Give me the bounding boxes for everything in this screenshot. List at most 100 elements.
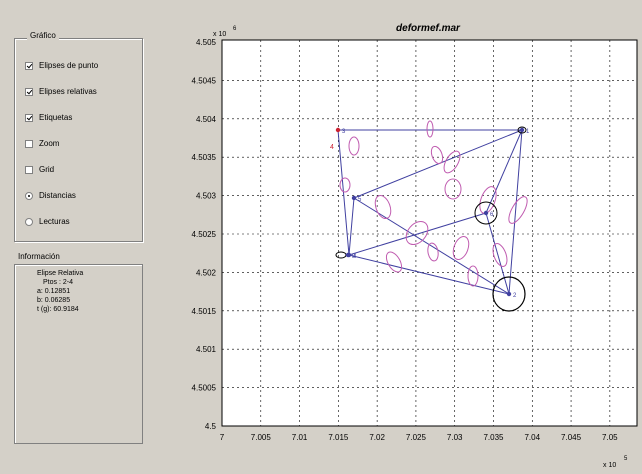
point-label: 1 — [526, 129, 530, 135]
point-label: 4 — [353, 254, 357, 260]
relative-ellipse — [492, 243, 508, 267]
plot-area[interactable] — [221, 39, 638, 427]
relative-ellipse — [348, 136, 360, 156]
point-label: 2 — [513, 293, 517, 299]
option-label: Lecturas — [39, 217, 70, 226]
network-point — [506, 291, 512, 297]
x-exponent-power: 5 — [624, 456, 628, 462]
option-zoom[interactable]: Zoom — [25, 139, 59, 148]
checkbox[interactable] — [25, 165, 33, 174]
network-point — [483, 210, 489, 216]
informacion-panel: Elipse Relativa Ptos : 2-4 a: 0.12851 b: 0.… — [14, 264, 143, 444]
graficos-groupbox: Gráfico Elipses de punto Elipses relativa… — [14, 31, 143, 242]
x-tick-label: 7.005 — [251, 433, 272, 442]
option-label: Elipses relativas — [39, 87, 97, 96]
option-label: Distancias — [39, 191, 76, 200]
option-lecturas[interactable]: Lecturas — [25, 217, 70, 226]
radio-button[interactable] — [25, 191, 33, 200]
x-exponent-label: x 10 — [603, 462, 616, 469]
checkbox[interactable] — [25, 113, 33, 122]
y-tick-label: 4.505 — [196, 38, 217, 47]
option-grid[interactable]: Grid — [25, 165, 54, 174]
info-line: a: 0.12851 — [37, 288, 71, 295]
relative-ellipse — [405, 220, 429, 246]
option-label: Grid — [39, 165, 55, 174]
point-ellipse — [492, 276, 526, 312]
relative-ellipse — [452, 235, 470, 261]
network-edge — [508, 129, 523, 295]
relative-ellipse — [508, 196, 528, 224]
option-label: Zoom — [39, 139, 60, 148]
info-line: Ptos : 2-4 — [43, 279, 73, 286]
relative-ellipse — [444, 178, 462, 200]
relative-ellipse — [443, 150, 461, 174]
network-edge — [353, 197, 510, 295]
relative-ellipse — [426, 120, 434, 138]
network-point — [345, 252, 351, 258]
y-tick-label: 4.5035 — [192, 153, 217, 162]
network-edge — [337, 129, 350, 256]
relative-ellipse — [385, 251, 403, 273]
relative-ellipse — [430, 145, 444, 165]
relative-ellipse — [339, 177, 351, 193]
point-ellipse — [474, 201, 498, 225]
x-tick-label: 7.03 — [447, 433, 463, 442]
network-edge — [348, 254, 510, 295]
y-tick-label: 4.501 — [196, 345, 217, 354]
x-tick-label: 7.02 — [369, 433, 385, 442]
network-point — [335, 127, 341, 133]
point-label: 6 — [490, 212, 494, 218]
point-label: 8 — [352, 254, 356, 260]
relative-ellipse — [467, 265, 479, 287]
network-point — [351, 195, 357, 201]
y-tick-label: 4.504 — [196, 115, 217, 124]
x-tick-label: 7.025 — [406, 433, 427, 442]
point-ellipse — [517, 126, 527, 134]
radio-button[interactable] — [25, 217, 33, 226]
plot-ticks: 7 7.005 7.01 7.015 7.02 7.025 7.03 7.035 7.04 7.0… — [192, 38, 619, 442]
checkbox[interactable] — [25, 87, 33, 96]
checkbox[interactable] — [25, 139, 33, 148]
network-edge — [348, 212, 487, 256]
point-label: 3 — [342, 129, 346, 135]
option-label: Etiquetas — [39, 113, 73, 122]
checkbox[interactable] — [25, 61, 33, 70]
plot-grid — [222, 40, 637, 426]
y-tick-label: 4.502 — [196, 268, 217, 277]
y-tick-label: 4.503 — [196, 192, 217, 201]
network-edge — [485, 212, 510, 295]
relative-ellipse — [427, 242, 439, 262]
y-exponent-label: x 10 — [213, 31, 226, 38]
x-tick-label: 7.045 — [561, 433, 582, 442]
y-tick-label: 4.5045 — [192, 76, 217, 85]
option-distancias[interactable]: Distancias — [25, 191, 76, 200]
y-tick-label: 4.5005 — [192, 384, 217, 393]
y-tick-label: 4.5 — [205, 422, 217, 431]
x-tick-label: 7.015 — [328, 433, 349, 442]
x-tick-label: 7.05 — [602, 433, 618, 442]
point-label: 4 — [330, 144, 334, 151]
x-tick-label: 7.04 — [524, 433, 540, 442]
relative-ellipse — [479, 186, 497, 214]
informacion-title: Información — [18, 252, 60, 261]
network-edge — [485, 129, 523, 214]
x-tick-label: 7 — [220, 433, 225, 442]
y-exponent-power: 6 — [233, 26, 237, 32]
option-etiquetas[interactable]: Etiquetas — [25, 113, 72, 122]
network-point — [519, 127, 525, 133]
network-edge — [348, 197, 355, 256]
option-elipses-relativas[interactable]: Elipses relativas — [25, 87, 97, 96]
x-tick-label: 7.01 — [292, 433, 308, 442]
option-label: Elipses de punto — [39, 61, 99, 70]
graficos-title: Gráfico — [27, 31, 59, 40]
y-tick-label: 4.5025 — [192, 230, 217, 239]
y-tick-label: 4.5015 — [192, 307, 217, 316]
info-line: t (g): 60.9184 — [37, 306, 79, 313]
info-line: Elipse Relativa — [37, 270, 84, 277]
relative-ellipse — [374, 194, 392, 220]
plot-title: deformef.mar — [396, 23, 461, 34]
info-line: b: 0.06285 — [37, 297, 71, 304]
option-elipses-de-punto[interactable]: Elipses de punto — [25, 61, 98, 70]
